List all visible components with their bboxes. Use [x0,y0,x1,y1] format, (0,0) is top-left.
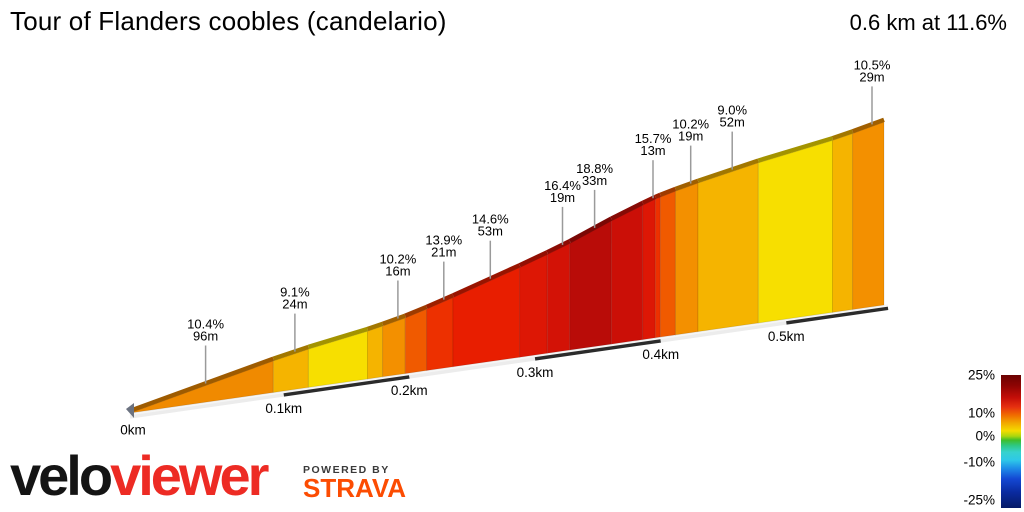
segment-ridge [654,192,662,199]
segment-labels: 10.4%96m9.1%24m10.2%16m13.9%21m14.6%53m1… [187,57,891,384]
gradient-segment [832,132,854,313]
segment-length-label: 29m [859,69,884,84]
gradient-segment [654,196,661,339]
legend-tick-label: -10% [963,454,995,470]
legend-tick-label: 10% [967,405,995,421]
segment-ridge [307,326,369,350]
segment-length-label: 24m [282,297,307,312]
stripe-100m [534,338,661,361]
segment-ridge [674,178,699,191]
segment-length-label: 21m [431,245,456,260]
segment-gradient-label: 13.9% [425,233,462,248]
segment-ridge [659,186,677,197]
baseline [129,304,889,416]
x-axis-labels: 0km 0.1km 0.2km 0.3km 0.4km 0.5km [120,329,804,438]
segment-ridge [831,129,854,141]
gradient-segment [367,325,384,380]
segment-gradient-label: 10.4% [187,317,224,332]
segment-length-label: 33m [582,173,607,188]
gradient-segment [697,162,759,333]
strava-logo: POWERED BY STRAVA [303,464,407,503]
gradient-segment [546,242,571,354]
segment-gradient-label: 10.2% [672,117,709,132]
stripe-100m [283,374,410,397]
gradient-segment [642,198,656,341]
stripe-100m [129,392,284,419]
segment-gradient-label: 16.4% [544,178,581,193]
segment-ridge [425,293,454,309]
segment-length-label: 96m [193,329,218,344]
segment-gradient-label: 9.1% [280,285,310,300]
gradient-segment [382,317,406,378]
segment-ridge [452,263,521,298]
veloviewer-logo-velo: velo [10,444,113,507]
page-title: Tour of Flanders coobles (candelario) [10,6,447,36]
x-axis-tick-label: 0.4km [642,347,679,362]
segment-gradient-label: 15.7% [635,131,672,146]
climb-summary: 0.6 km at 11.6% [849,10,1007,35]
x-axis-tick-label: 0.5km [768,329,805,344]
x-axis-tick-label: 0km [120,423,146,438]
powered-by-label: POWERED BY [303,464,390,476]
segment-ridge [518,250,549,268]
legend-tick-label: 25% [967,367,995,383]
gradient-segment [610,204,644,345]
segment-length-label: 19m [678,129,703,144]
segment-gradient-label: 14.6% [472,212,509,227]
segment-ridge [404,304,428,318]
gradient-legend-colorbar [1001,375,1021,508]
segment-gradient-label: 9.0% [717,103,747,118]
segment-ridge [129,356,275,413]
stripe-100m [786,305,889,325]
veloviewer-logo-viewer: viewer [110,444,269,507]
veloviewer-logo: veloviewer [10,444,269,507]
segment-length-label: 16m [385,264,410,279]
segment-length-label: 13m [640,143,665,158]
profile-start-cap [126,403,134,418]
segment-ridge [610,200,644,221]
legend-tick-label: -25% [963,492,995,508]
gradient-segment [519,253,548,358]
gradient-segments [126,117,885,418]
segment-gradient-label: 10.5% [854,57,891,72]
segment-ridge [697,158,759,183]
x-axis-tick-label: 0.2km [391,383,428,398]
gradient-segment [404,308,428,375]
segment-ridge [381,313,406,326]
distance-stripe-bar [129,304,889,419]
segment-ridge [366,321,384,332]
segment-ridge [757,136,834,163]
stripe-100m [660,320,787,343]
gradient-segment [852,121,885,311]
segment-ridge [546,239,571,255]
x-axis-tick-label: 0.3km [517,365,554,380]
strava-wordmark: STRAVA [303,473,407,503]
stripe-100m [409,356,536,379]
segment-ridge [851,117,885,134]
x-axis-tick-label: 0.1km [265,401,302,416]
legend-tick-label: 0% [975,428,995,444]
segment-gradient-label: 10.2% [379,252,416,267]
segment-ridge [568,216,613,244]
segment-length-label: 19m [550,190,575,205]
gradient-segment [659,190,676,338]
segment-length-label: 53m [478,224,503,239]
segment-gradient-label: 18.8% [576,161,613,176]
gradient-segment [757,139,833,324]
gradient-segment [674,182,699,336]
gradient-segment [426,296,454,372]
segment-length-label: 52m [720,115,745,130]
segment-ridge [272,344,310,361]
